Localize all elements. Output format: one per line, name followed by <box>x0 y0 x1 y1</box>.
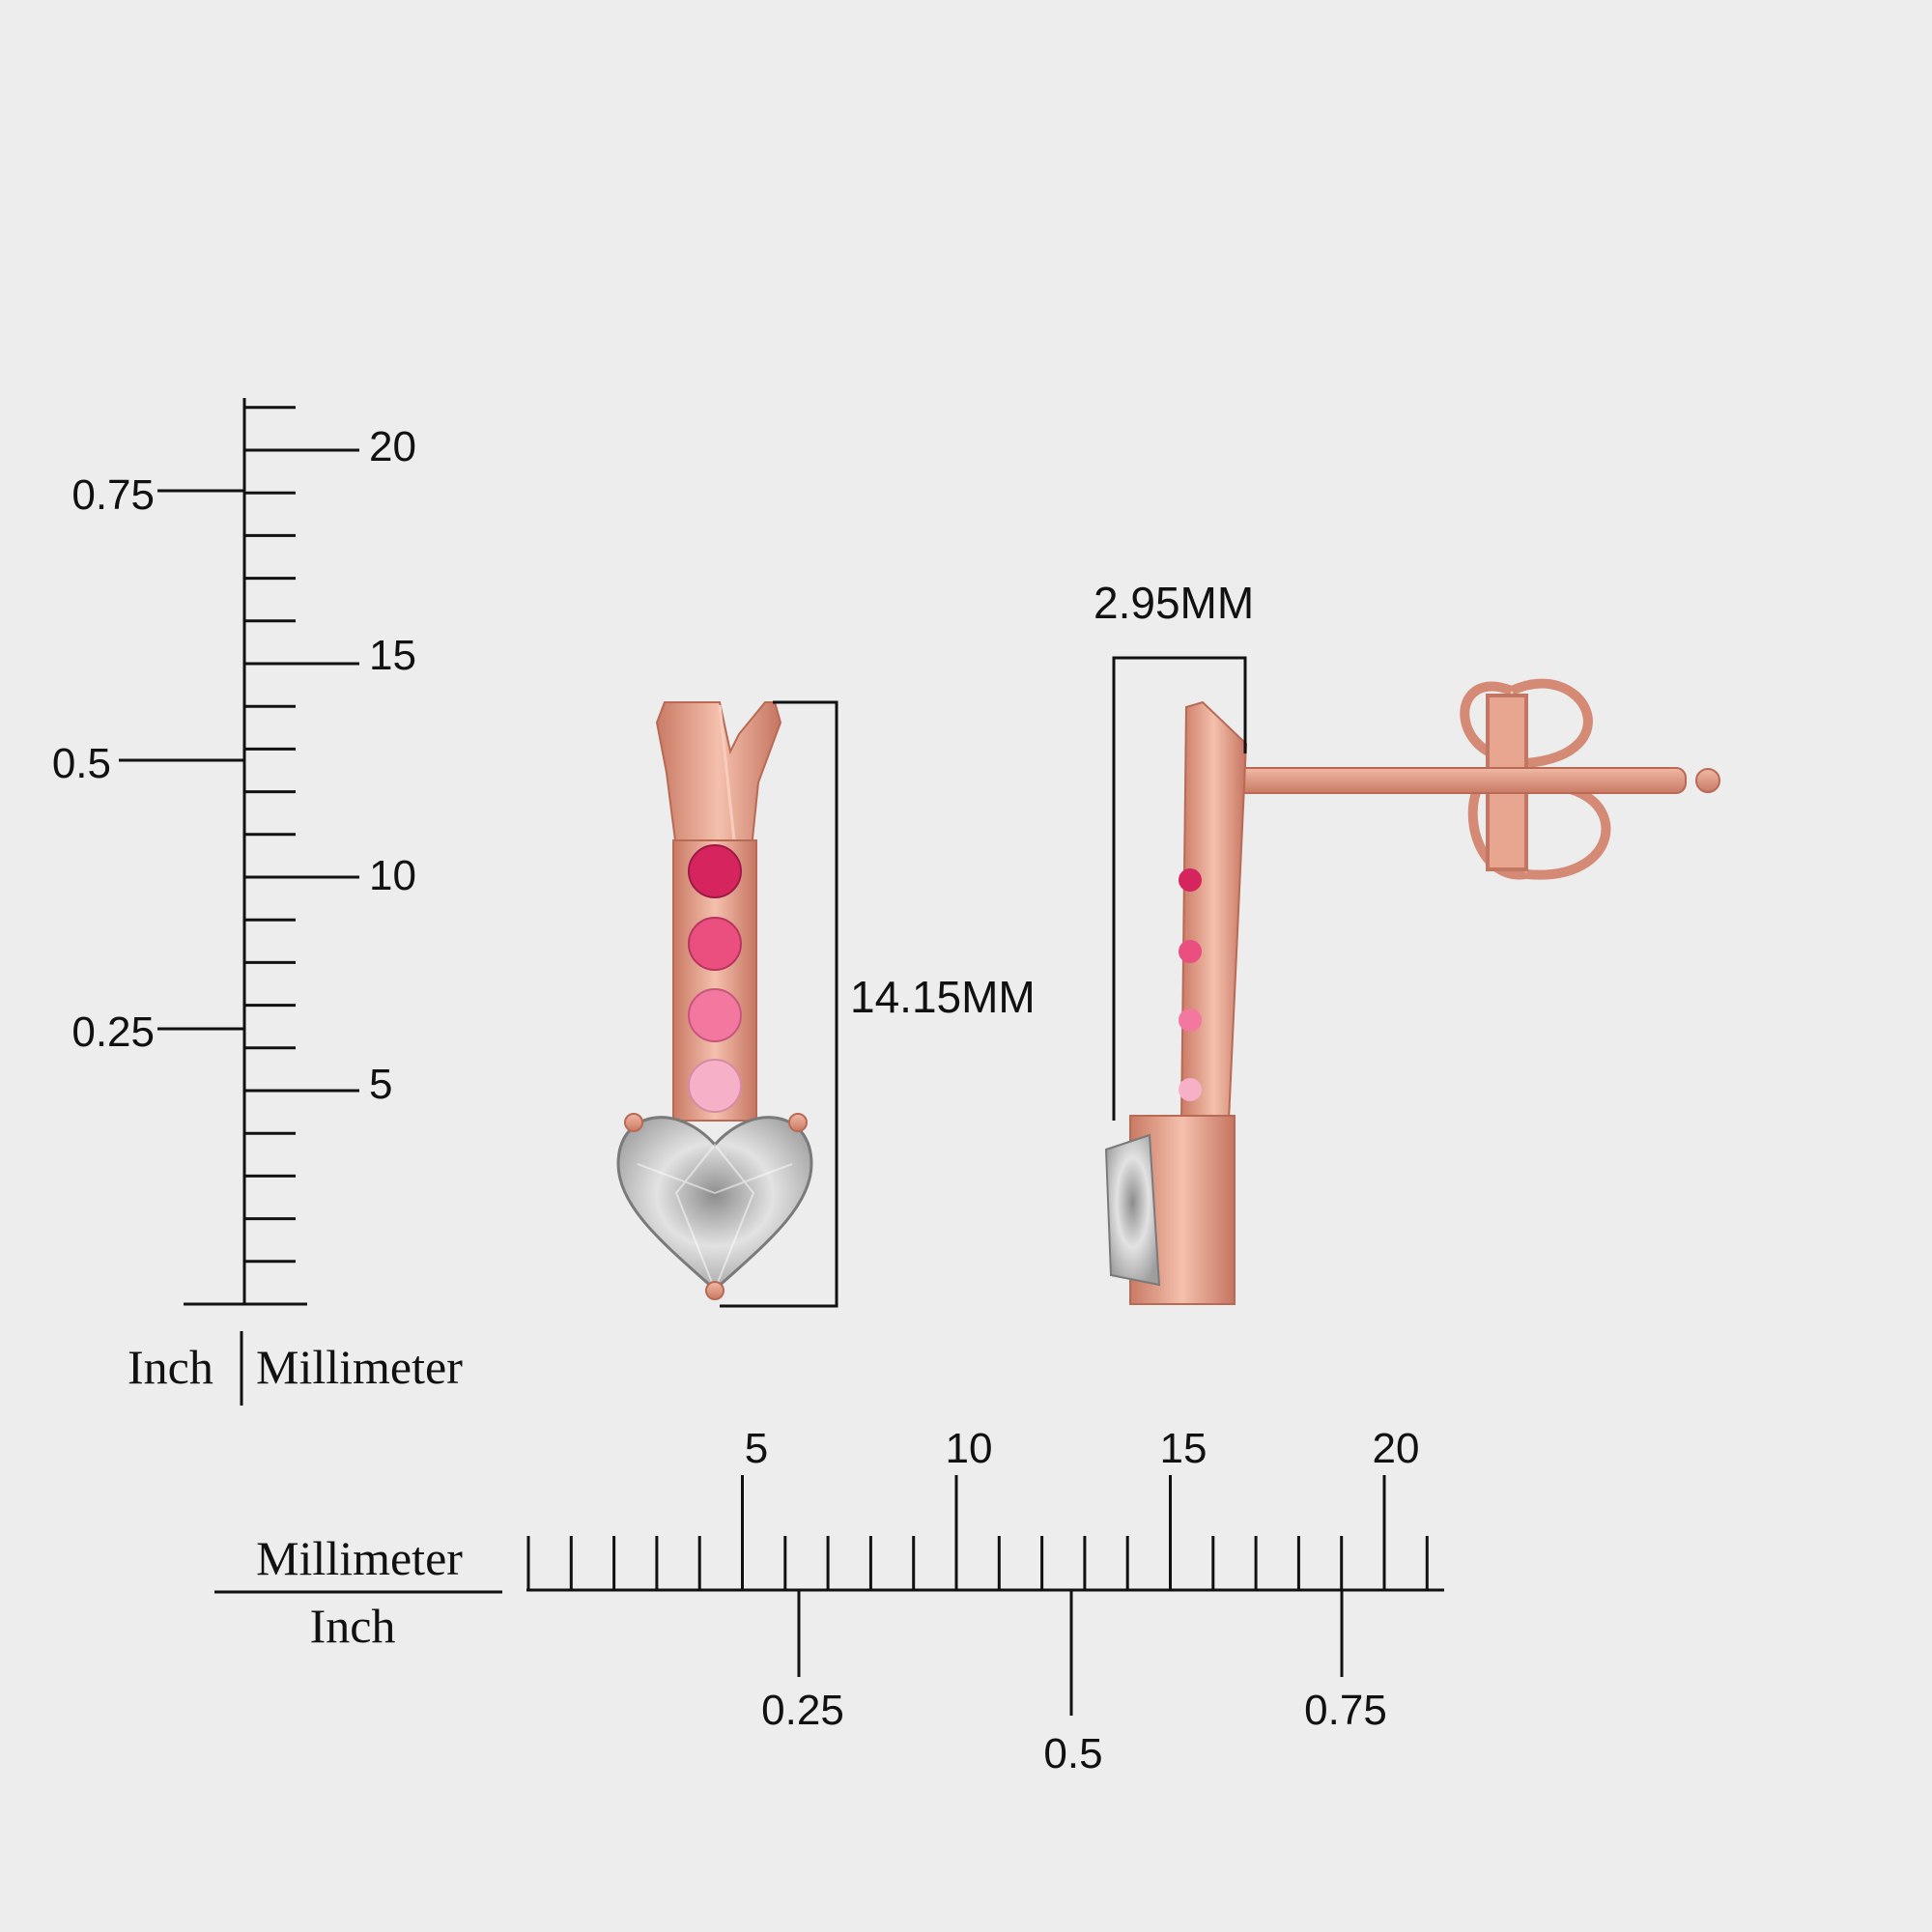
width-dimension <box>1112 656 1247 1121</box>
horizontal-unit-mm: Millimeter <box>256 1531 463 1585</box>
horizontal-mm-label-20: 20 <box>1373 1425 1420 1472</box>
width-bracket <box>1112 656 1247 1121</box>
pink-stone <box>688 917 742 971</box>
horizontal-unit-inch: Inch <box>310 1599 396 1653</box>
earring-side-view <box>1104 678 1720 1305</box>
vertical-mm-label-10: 10 <box>369 852 416 899</box>
vertical-inch-label-05: 0.5 <box>52 740 111 787</box>
horizontal-ruler-labels: 5 10 15 20 0.25 0.5 0.75 <box>745 1425 1420 1777</box>
pink-stone <box>688 1059 742 1113</box>
horizontal-ruler-units: Millimeter Inch <box>214 1531 502 1653</box>
side-stone <box>1179 868 1202 892</box>
length-bracket <box>720 700 838 1308</box>
vertical-ruler <box>119 398 359 1306</box>
pink-stone <box>688 988 742 1042</box>
prong <box>705 1281 724 1300</box>
prong <box>788 1113 808 1132</box>
horizontal-inch-label-05: 0.5 <box>1043 1730 1102 1777</box>
side-diamond <box>1104 1133 1161 1287</box>
earring-front-view <box>616 701 813 1300</box>
horizontal-ruler-mm-ticks <box>526 1475 1429 1590</box>
horizontal-ruler <box>526 1475 1444 1716</box>
side-stone <box>1179 1078 1202 1101</box>
vertical-inch-label-075: 0.75 <box>71 471 155 519</box>
arrow-fletching <box>655 701 782 849</box>
vertical-ruler-units: Inch Millimeter <box>128 1331 463 1406</box>
vertical-inch-label-025: 0.25 <box>71 1009 155 1056</box>
horizontal-mm-label-15: 15 <box>1160 1425 1208 1472</box>
length-label: 14.15MM <box>850 972 1036 1022</box>
arrow-side-body <box>1179 700 1248 1122</box>
vertical-mm-label-20: 20 <box>369 423 416 470</box>
vertical-unit-mm: Millimeter <box>256 1340 463 1394</box>
vertical-ruler-mm-ticks <box>244 406 359 1264</box>
pink-stone <box>688 844 742 898</box>
vertical-mm-label-15: 15 <box>369 632 416 679</box>
side-stone <box>1179 1009 1202 1032</box>
vertical-unit-inch: Inch <box>128 1340 213 1394</box>
earring-post <box>1226 767 1687 794</box>
length-dimension <box>720 700 838 1308</box>
side-stone <box>1179 940 1202 963</box>
vertical-mm-label-5: 5 <box>369 1061 392 1108</box>
horizontal-inch-label-025: 0.25 <box>761 1687 844 1734</box>
earring-back-loop <box>1525 781 1611 880</box>
prong <box>624 1113 643 1132</box>
horizontal-inch-label-075: 0.75 <box>1304 1687 1387 1734</box>
earring-back-loop <box>1509 678 1593 768</box>
post-tip <box>1695 768 1720 793</box>
width-label: 2.95MM <box>1094 578 1254 628</box>
fletching-highlight <box>718 704 736 841</box>
horizontal-mm-label-5: 5 <box>745 1425 768 1472</box>
horizontal-mm-label-10: 10 <box>946 1425 993 1472</box>
vertical-ruler-labels: 5 10 15 20 0.25 0.5 0.75 <box>52 423 416 1108</box>
